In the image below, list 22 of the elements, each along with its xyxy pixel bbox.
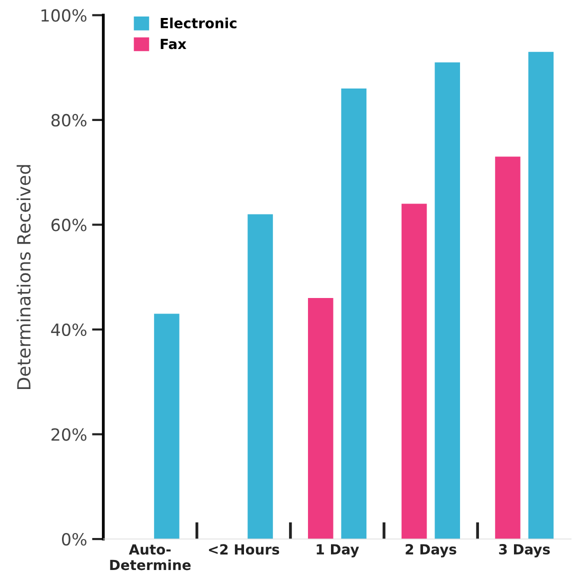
y-tick-label: 60% xyxy=(51,218,86,232)
y-tick-label: 40% xyxy=(51,323,86,336)
y-tick-label: 80% xyxy=(51,114,86,127)
legend-label: Electronic xyxy=(160,18,236,28)
bar xyxy=(402,204,427,540)
bar xyxy=(434,62,460,540)
y-tick-label: 20% xyxy=(52,428,86,441)
x-tick-label: <2 Hours xyxy=(208,544,280,555)
y-axis-title: Determinations Received xyxy=(16,165,31,389)
y-tick-label: 100% xyxy=(42,9,86,22)
legend-label: Fax xyxy=(160,38,186,50)
x-tick-label: 3 Days xyxy=(499,544,550,558)
x-tick-label: Auto- Determine xyxy=(110,544,191,570)
bar xyxy=(495,156,520,540)
bar xyxy=(248,214,273,540)
bar xyxy=(528,52,554,540)
x-tick-label: 1 Day xyxy=(316,544,359,558)
y-tick-label: 0% xyxy=(62,532,86,546)
x-tick-label: 2 Days xyxy=(406,544,456,558)
bar xyxy=(341,88,366,540)
bar xyxy=(308,298,334,540)
bar xyxy=(154,314,180,540)
